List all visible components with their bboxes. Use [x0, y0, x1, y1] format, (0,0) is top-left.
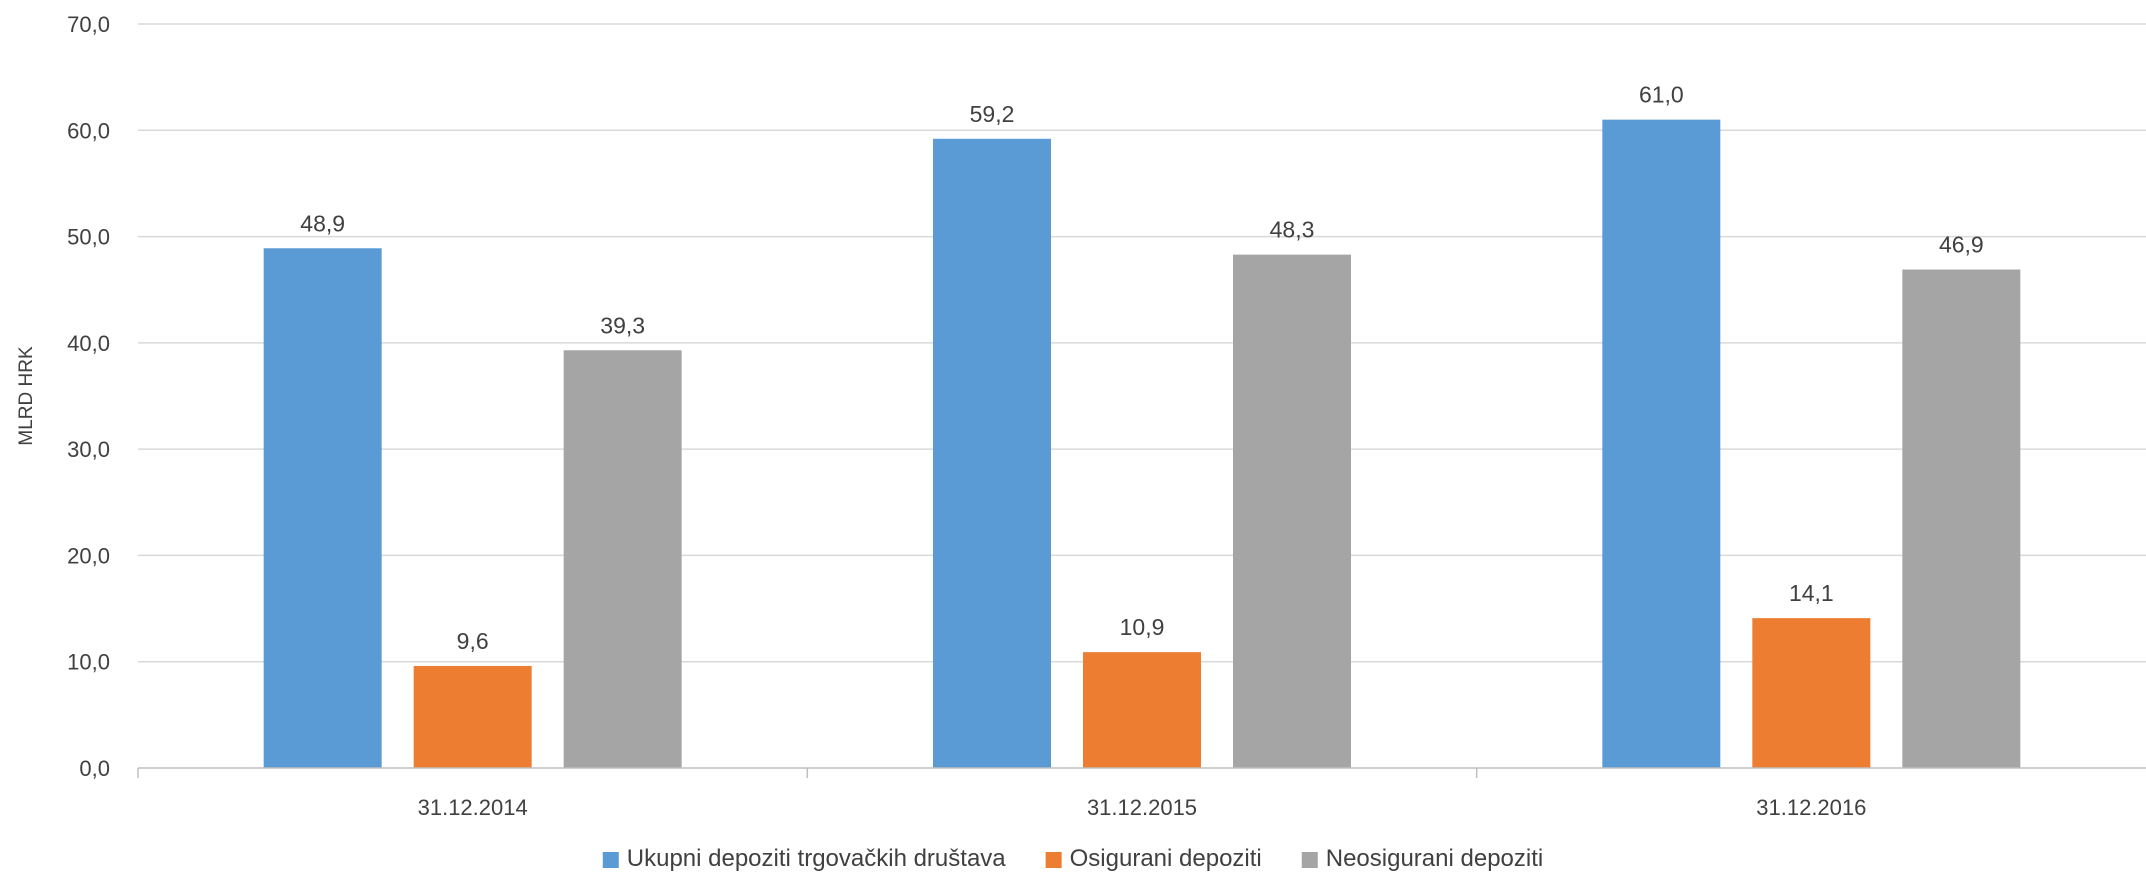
y-axis-ticks: 0,0 10,0 20,0 30,0 40,0 50,0 60,0 70,0 — [67, 12, 110, 781]
data-label: 14,1 — [1789, 580, 1834, 606]
y-tick-label: 40,0 — [67, 331, 110, 356]
y-tick-label: 0,0 — [79, 756, 110, 781]
legend-item: Osigurani depoziti — [1046, 845, 1262, 872]
bar — [1233, 255, 1351, 768]
legend-swatch — [1046, 852, 1062, 868]
y-axis-title: MLRD HRK — [16, 346, 37, 446]
data-label: 48,3 — [1270, 217, 1315, 243]
y-tick-label: 10,0 — [67, 650, 110, 675]
legend-swatch — [603, 852, 619, 868]
x-tick-label: 31.12.2016 — [1756, 795, 1866, 820]
data-label: 9,6 — [457, 628, 489, 654]
legend: Ukupni depoziti trgovačkih društava Osigu… — [603, 845, 1543, 872]
bar — [1602, 120, 1720, 768]
legend-item: Neosigurani depoziti — [1302, 845, 1543, 872]
bar — [1902, 270, 2020, 768]
legend-item: Ukupni depoziti trgovačkih društava — [603, 845, 1007, 872]
data-label: 39,3 — [600, 312, 645, 338]
legend-swatch — [1302, 852, 1318, 868]
y-tick-label: 50,0 — [67, 225, 110, 250]
y-tick-label: 60,0 — [67, 118, 110, 143]
bar — [414, 666, 532, 768]
bar — [564, 350, 682, 768]
x-axis: 31.12.2014 31.12.2015 31.12.2016 — [138, 768, 2146, 820]
legend-label: Ukupni depoziti trgovačkih društava — [627, 845, 1007, 872]
legend-label: Osigurani depoziti — [1070, 845, 1262, 872]
bars: 48,9 9,6 39,3 59,2 10,9 48,3 61,0 14,1 46,9 — [264, 82, 2021, 768]
bar — [1752, 618, 1870, 768]
y-tick-label: 70,0 — [67, 12, 110, 37]
data-label: 59,2 — [970, 101, 1015, 127]
data-label: 46,9 — [1939, 232, 1984, 258]
data-label: 61,0 — [1639, 82, 1684, 108]
data-label: 10,9 — [1120, 614, 1165, 640]
bar — [1083, 652, 1201, 768]
y-tick-label: 30,0 — [67, 437, 110, 462]
x-tick-label: 31.12.2015 — [1087, 795, 1197, 820]
x-tick-label: 31.12.2014 — [418, 795, 528, 820]
y-tick-label: 20,0 — [67, 543, 110, 568]
bar — [264, 248, 382, 768]
gridlines — [138, 24, 2146, 662]
bar — [933, 139, 1051, 768]
legend-label: Neosigurani depoziti — [1326, 845, 1543, 872]
data-label: 48,9 — [300, 210, 345, 236]
